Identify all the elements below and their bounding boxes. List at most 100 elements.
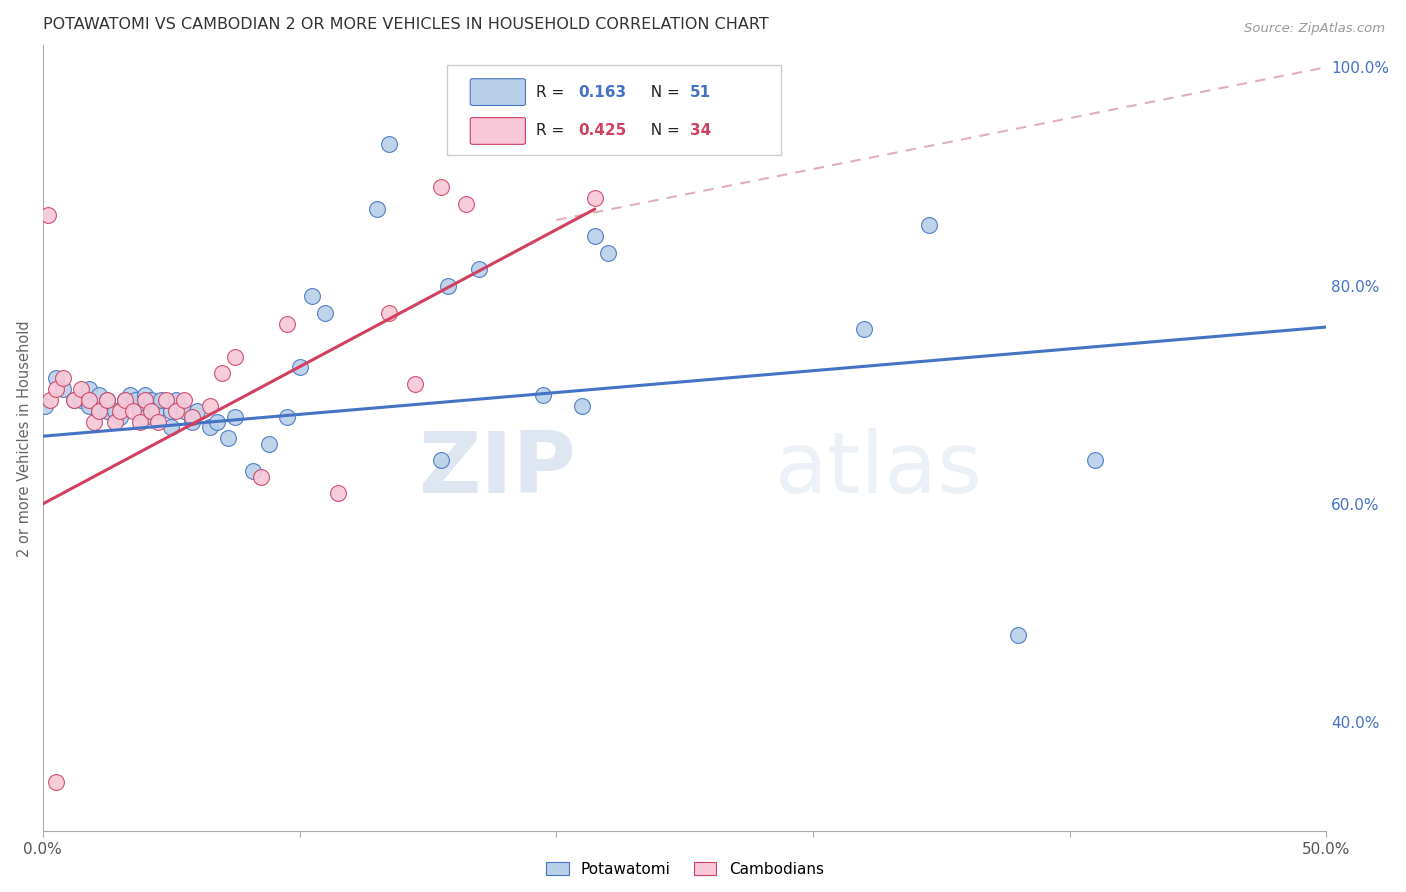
Point — [429, 180, 451, 194]
Point — [139, 404, 162, 418]
Point — [39, 393, 62, 408]
Point — [83, 415, 105, 429]
Point — [77, 382, 100, 396]
Point — [70, 382, 93, 396]
Point — [62, 393, 84, 408]
Text: atlas: atlas — [775, 428, 983, 511]
Text: 51: 51 — [690, 85, 711, 100]
Point — [45, 382, 67, 396]
Point — [276, 317, 298, 331]
Point — [77, 393, 100, 408]
Point — [301, 289, 323, 303]
Point — [1084, 453, 1107, 467]
Point — [77, 399, 100, 413]
Point — [917, 219, 939, 233]
Point — [134, 409, 156, 424]
FancyBboxPatch shape — [470, 78, 526, 105]
Text: N =: N = — [641, 123, 685, 138]
Point — [250, 469, 273, 483]
Point — [437, 278, 460, 293]
Point — [326, 486, 349, 500]
Point — [160, 420, 183, 434]
Point — [148, 415, 170, 429]
Point — [198, 399, 221, 413]
Point — [62, 393, 84, 408]
Point — [37, 208, 59, 222]
Point — [186, 404, 208, 418]
Point — [165, 393, 187, 408]
Point — [288, 360, 311, 375]
Point — [45, 371, 67, 385]
Point — [456, 196, 478, 211]
Point — [108, 409, 131, 424]
Legend: Potawatomi, Cambodians: Potawatomi, Cambodians — [540, 855, 830, 883]
Point — [104, 415, 127, 429]
Point — [314, 306, 336, 320]
Point — [89, 404, 111, 418]
Point — [108, 404, 131, 418]
Point — [165, 404, 187, 418]
Point — [468, 262, 491, 277]
Point — [531, 388, 554, 402]
Point — [129, 415, 152, 429]
Point — [155, 393, 177, 408]
Point — [366, 202, 388, 216]
Point — [134, 388, 156, 402]
Text: 0.163: 0.163 — [578, 85, 626, 100]
Point — [211, 366, 233, 380]
Point — [173, 404, 195, 418]
Point — [173, 393, 195, 408]
Point — [145, 404, 167, 418]
Point — [52, 371, 75, 385]
Point — [114, 393, 136, 408]
Y-axis label: 2 or more Vehicles in Household: 2 or more Vehicles in Household — [17, 320, 32, 557]
Point — [121, 404, 143, 418]
Text: R =: R = — [536, 123, 569, 138]
Point — [129, 404, 152, 418]
Point — [224, 350, 246, 364]
Point — [198, 420, 221, 434]
Point — [429, 453, 451, 467]
Point — [224, 409, 246, 424]
Point — [180, 415, 202, 429]
Point — [45, 775, 67, 789]
Point — [139, 393, 162, 408]
Point — [583, 229, 606, 244]
Point — [114, 393, 136, 408]
Text: POTAWATOMI VS CAMBODIAN 2 OR MORE VEHICLES IN HOUSEHOLD CORRELATION CHART: POTAWATOMI VS CAMBODIAN 2 OR MORE VEHICL… — [42, 17, 769, 32]
Point — [160, 404, 183, 418]
FancyBboxPatch shape — [447, 65, 780, 155]
Point — [96, 393, 118, 408]
Point — [257, 437, 280, 451]
Point — [404, 376, 426, 391]
Point — [276, 409, 298, 424]
Point — [149, 393, 172, 408]
Text: 0.425: 0.425 — [578, 123, 626, 138]
Point — [180, 409, 202, 424]
Point — [853, 322, 876, 336]
Point — [96, 393, 118, 408]
Point — [52, 382, 75, 396]
Point — [96, 404, 118, 418]
Text: 34: 34 — [690, 123, 711, 138]
Point — [70, 393, 93, 408]
Point — [104, 404, 127, 418]
Text: Source: ZipAtlas.com: Source: ZipAtlas.com — [1244, 22, 1385, 36]
Point — [34, 399, 56, 413]
Point — [207, 415, 229, 429]
Point — [596, 245, 619, 260]
Point — [378, 136, 401, 151]
Point — [124, 393, 146, 408]
Point — [89, 388, 111, 402]
FancyBboxPatch shape — [470, 118, 526, 145]
Point — [120, 388, 142, 402]
Point — [217, 431, 239, 445]
Point — [571, 399, 593, 413]
Text: R =: R = — [536, 85, 569, 100]
Point — [378, 306, 401, 320]
Point — [1007, 628, 1029, 642]
Point — [89, 404, 111, 418]
Text: ZIP: ZIP — [418, 428, 575, 511]
Text: N =: N = — [641, 85, 685, 100]
Point — [583, 191, 606, 205]
